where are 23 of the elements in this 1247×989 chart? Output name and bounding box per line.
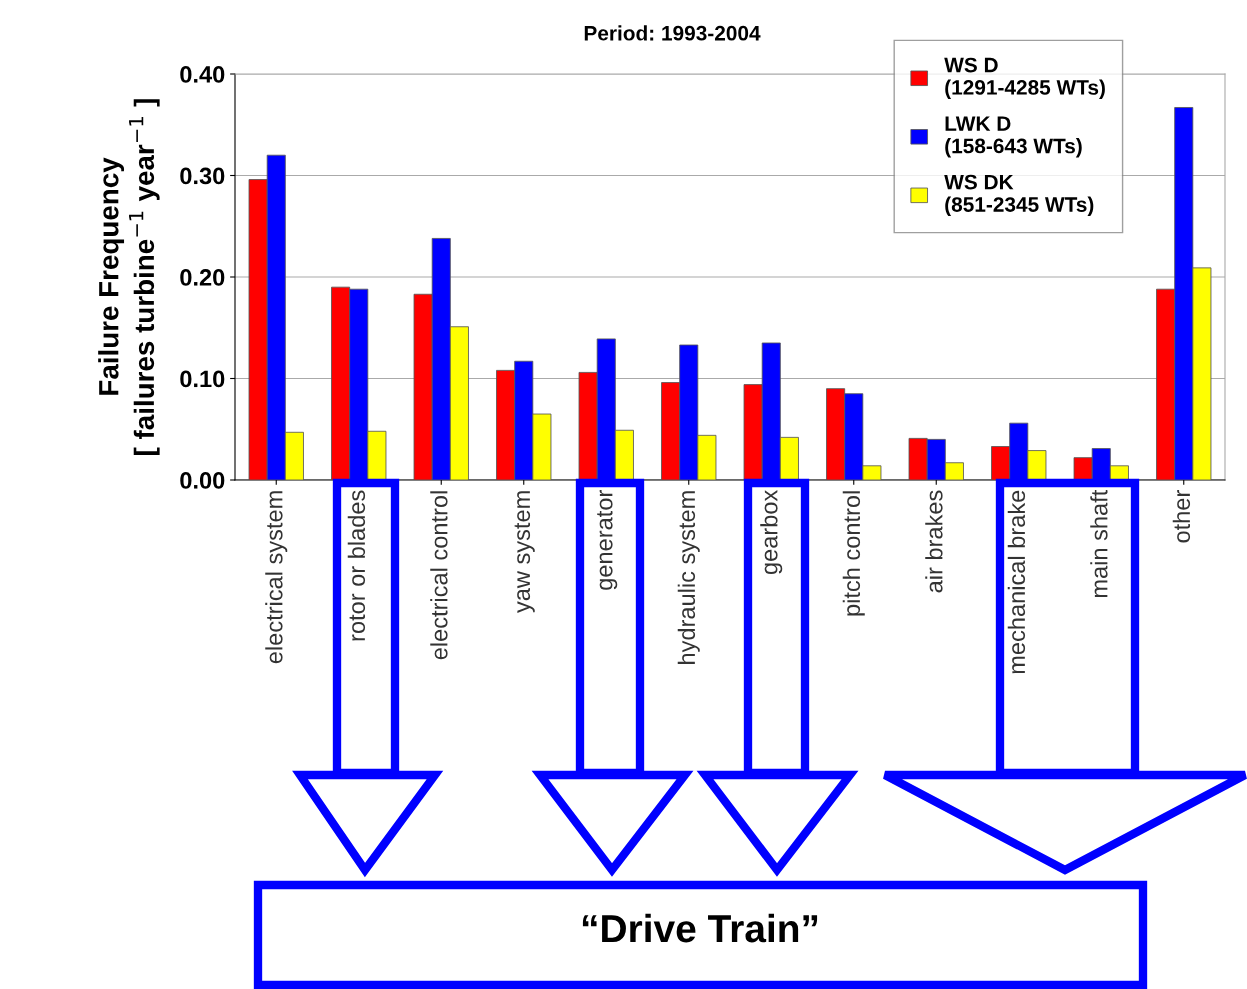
y-tick-label: 0.40 — [180, 66, 225, 83]
x-tick-label: rotor or blades — [347, 490, 366, 641]
y-axis-title: Failure Frequency [ failures turbine$^{−1}$ year$^{−1}$ ] — [98, 99, 160, 455]
x-tick-label: mechanical brake — [1007, 490, 1026, 674]
x-tick-label: main shaft — [1090, 489, 1108, 598]
x-tick-label: gearbox — [760, 489, 783, 575]
y-tick-label: 0.20 — [180, 269, 225, 286]
y-tick-label: 0.30 — [180, 167, 225, 185]
legend-label: WS D (1291-4285 WTs) — [944, 57, 1105, 99]
x-tick-label: generator — [597, 490, 618, 590]
y-tick-label: 0.00 — [180, 472, 225, 489]
x-tick-label: electrical system — [265, 491, 288, 664]
x-tick-label: yaw system — [514, 491, 535, 613]
legend-label: WS DK (851-2345 WTs) — [944, 174, 1094, 216]
x-tick-label: hydraulic system — [677, 491, 700, 664]
chart-title: Period: 1993-2004 — [584, 25, 761, 41]
x-tick-label: electrical control — [430, 491, 448, 660]
y-tick-label: 0.10 — [180, 370, 225, 388]
legend-label: LWK D (158-643 WTs) — [945, 116, 1082, 158]
x-tick-label: other — [1172, 490, 1191, 543]
x-tick-label: pitch control — [842, 491, 865, 616]
text: “Drive Train” — [582, 913, 818, 943]
x-tick-label: air brakes — [925, 490, 943, 593]
